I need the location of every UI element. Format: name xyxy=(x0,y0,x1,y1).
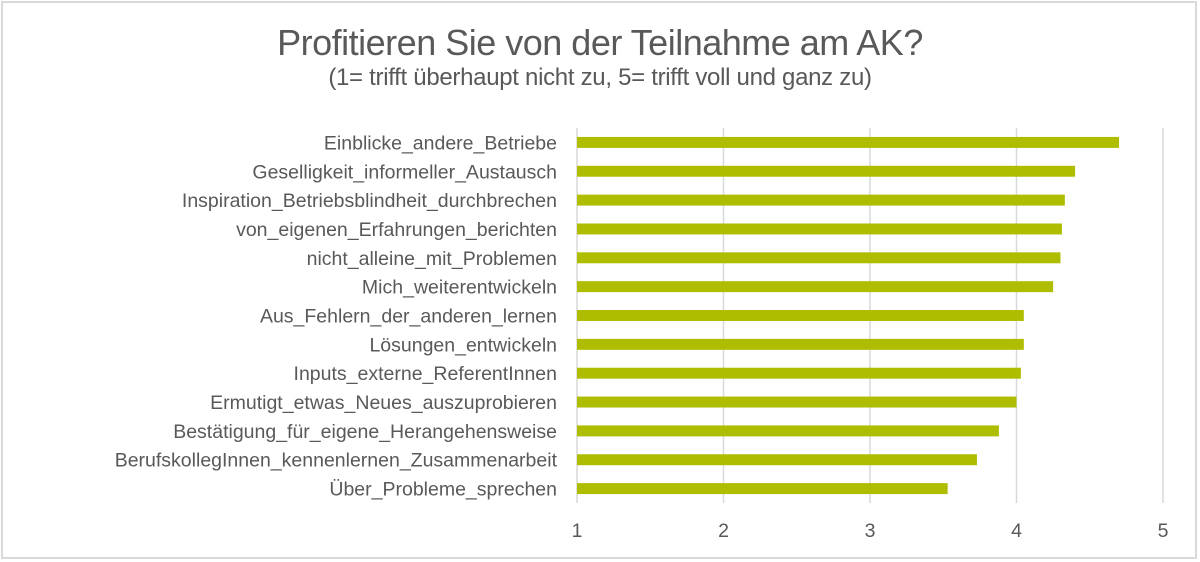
category-label: Inputs_externe_ReferentInnen xyxy=(294,363,557,385)
category-label: Lösungen_entwickeln xyxy=(369,334,557,356)
x-tick-label: 5 xyxy=(1158,520,1169,542)
x-tick-labels: 1 2 3 4 5 xyxy=(572,520,1169,542)
bars xyxy=(577,136,1120,495)
category-label: von_eigenen_Erfahrungen_berichten xyxy=(236,219,557,241)
bar xyxy=(577,310,1024,321)
chart-subtitle: (1= trifft überhaupt nicht zu, 5= trifft… xyxy=(328,64,872,91)
bar xyxy=(577,194,1065,206)
x-tick-label: 4 xyxy=(1011,520,1022,542)
category-label: Bestätigung_für_eigene_Herangehensweise xyxy=(173,421,557,443)
bar xyxy=(577,281,1054,293)
bar xyxy=(577,338,1024,350)
category-label: BerufskollegInnen_kennenlernen_Zusammena… xyxy=(115,450,558,472)
category-label: Über_Probleme_sprechen xyxy=(329,479,557,501)
bar xyxy=(577,425,999,437)
category-label: Aus_Fehlern_der_anderen_lernen xyxy=(260,306,557,328)
category-label: Einblicke_andere_Betriebe xyxy=(324,132,557,154)
bar xyxy=(577,483,948,495)
category-label: nicht_alleine_mit_Problemen xyxy=(307,248,557,270)
x-tick-label: 3 xyxy=(865,520,876,542)
bar xyxy=(577,223,1062,235)
bar xyxy=(577,165,1076,177)
x-tick-label: 2 xyxy=(718,520,729,542)
category-label: Inspiration_Betriebsblindheit_durchbrech… xyxy=(182,190,557,212)
bar xyxy=(577,136,1120,148)
category-label: Geselligkeit_informeller_Austausch xyxy=(252,161,557,183)
bar xyxy=(577,454,977,466)
x-tick-label: 1 xyxy=(572,520,583,542)
bar xyxy=(577,396,1017,408)
bar xyxy=(577,252,1061,264)
chart-title: Profitieren Sie von der Teilnahme am AK? xyxy=(277,22,923,63)
category-label: Ermutigt_etwas_Neues_auszuprobieren xyxy=(210,392,557,414)
category-label: Mich_weiterentwickeln xyxy=(362,277,557,299)
bar xyxy=(577,367,1021,379)
category-labels: Einblicke_andere_Betriebe Geselligkeit_in… xyxy=(115,132,558,500)
